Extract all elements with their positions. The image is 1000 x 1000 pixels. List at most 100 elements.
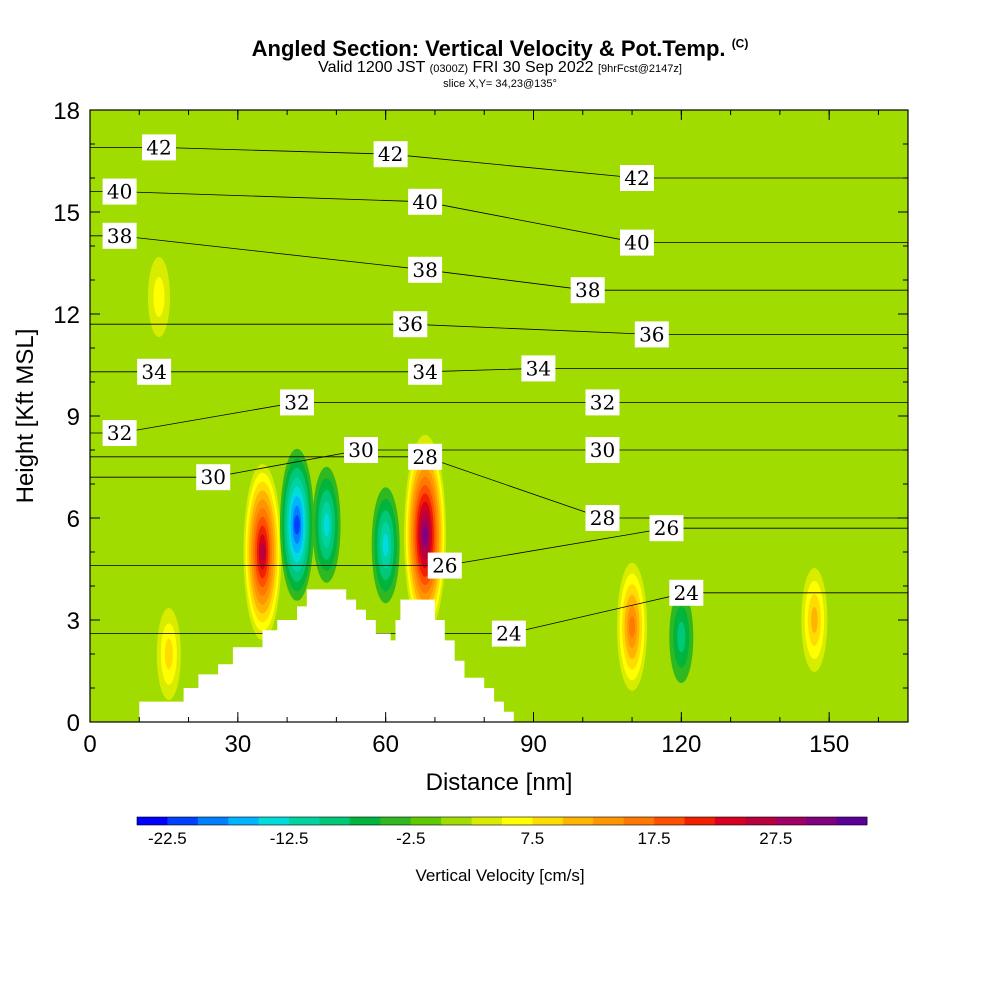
colorbar-swatch xyxy=(745,817,777,825)
x-tick-label: 0 xyxy=(83,731,96,758)
title-main: Angled Section: Vertical Velocity & Pot.… xyxy=(251,36,726,61)
contour-label-text: 36 xyxy=(639,322,664,346)
contour-label-text: 42 xyxy=(624,166,649,190)
y-tick-label: 0 xyxy=(67,710,80,737)
contour-label: 28 xyxy=(585,505,620,531)
x-tick-label: 150 xyxy=(809,731,849,758)
contour-label-text: 30 xyxy=(590,438,615,462)
colorbar-swatch xyxy=(349,817,381,825)
contour-label-text: 30 xyxy=(348,438,373,462)
y-tick-label: 12 xyxy=(53,302,80,329)
contour-label: 36 xyxy=(634,321,669,348)
colorbar-swatch xyxy=(258,817,290,825)
contour-label-text: 30 xyxy=(200,465,225,489)
colorbar-tick-label: 7.5 xyxy=(521,829,545,848)
contour-label: 42 xyxy=(142,134,176,161)
label-box xyxy=(102,420,137,446)
velocity-band xyxy=(811,607,818,633)
contour-label-text: 38 xyxy=(412,258,437,282)
contour-label-text: 42 xyxy=(146,135,171,159)
colorbar-swatch xyxy=(532,817,564,825)
colorbar-swatch xyxy=(441,817,472,825)
valid-date: FRI 30 Sep 2022 xyxy=(472,59,594,76)
label-box xyxy=(620,165,654,191)
colorbar-swatch xyxy=(380,817,412,825)
velocity-cell xyxy=(617,562,648,691)
label-box xyxy=(570,277,605,304)
label-box xyxy=(408,443,443,470)
colorbar-swatch xyxy=(471,817,503,825)
velocity-band xyxy=(677,621,686,653)
contour-label-text: 42 xyxy=(378,142,403,166)
contour-label-text: 34 xyxy=(412,360,437,384)
velocity-cell xyxy=(669,591,694,683)
colorbar: -22.5 -12.5 -2.5 7.5 17.5 27.5 Vertical Veloci… xyxy=(136,816,868,885)
contour-line xyxy=(90,527,908,566)
contour-label: 24 xyxy=(669,579,704,606)
contour-label: 38 xyxy=(570,277,605,304)
label-box xyxy=(521,355,556,382)
label-box xyxy=(137,358,172,385)
velocity-band xyxy=(153,277,165,317)
label-box xyxy=(585,505,620,531)
x-axis-title: Distance [nm] xyxy=(426,769,573,796)
colorbar-swatch xyxy=(289,817,320,825)
chart-title: Angled Section: Vertical Velocity & Pot.… xyxy=(0,36,1000,62)
y-axis-title: Height [Kft MSL] xyxy=(12,329,39,504)
velocity-cell xyxy=(147,257,170,337)
contour-label-text: 38 xyxy=(575,278,600,302)
contour-label: 30 xyxy=(196,464,231,491)
colorbar-swatch xyxy=(623,817,655,825)
label-box xyxy=(669,579,704,606)
contour-label-text: 24 xyxy=(496,622,521,646)
label-box xyxy=(393,311,428,338)
contour-label-text: 26 xyxy=(432,554,457,578)
velocity-band xyxy=(164,638,173,670)
colorbar-swatch xyxy=(806,817,837,825)
colorbar-swatch xyxy=(502,817,533,825)
velocity-band xyxy=(293,515,300,535)
contour-label-text: 26 xyxy=(654,516,679,540)
y-tick-label: 15 xyxy=(53,200,80,227)
chart-subtitle: Valid 1200 JST (0300Z) FRI 30 Sep 2022 [… xyxy=(0,60,1000,77)
x-tick-label: 60 xyxy=(372,731,399,758)
label-box xyxy=(102,222,137,249)
contour-label: 38 xyxy=(408,256,443,283)
contour-label: 30 xyxy=(344,437,378,463)
colorbar-tick-label: 17.5 xyxy=(638,829,671,848)
contour-label: 36 xyxy=(393,311,428,338)
colorbar-swatch xyxy=(228,817,260,825)
contour-label: 34 xyxy=(137,358,172,385)
contour-label-text: 34 xyxy=(526,356,551,380)
velocity-cell xyxy=(243,464,282,640)
velocity-band xyxy=(422,526,429,544)
contour-label-text: 40 xyxy=(107,180,132,204)
x-tick-label: 30 xyxy=(224,731,251,758)
velocity-band xyxy=(629,616,636,638)
contour-label-text: 32 xyxy=(590,390,615,414)
contour-label: 34 xyxy=(521,355,556,382)
colorbar-swatch xyxy=(319,817,351,825)
y-tick-label: 3 xyxy=(67,608,80,635)
contour-label: 28 xyxy=(408,443,443,470)
label-box xyxy=(585,389,620,416)
y-tick-label: 18 xyxy=(53,98,80,125)
velocity-band xyxy=(382,533,389,557)
label-box xyxy=(634,321,669,348)
contour-label: 24 xyxy=(491,620,526,647)
contour-label: 40 xyxy=(620,229,654,256)
colorbar-frame xyxy=(136,816,868,826)
contour-label: 32 xyxy=(280,389,314,416)
valid-prefix: Valid 1200 JST xyxy=(318,59,426,76)
label-box xyxy=(373,141,408,168)
contour-label: 42 xyxy=(620,165,654,191)
contour-label: 30 xyxy=(585,437,620,463)
label-box xyxy=(408,256,443,283)
terrain xyxy=(90,589,908,722)
velocity-cell xyxy=(312,466,341,583)
field-background xyxy=(90,110,908,722)
contour-label: 32 xyxy=(585,389,620,416)
x-tick-label: 90 xyxy=(520,731,547,758)
contour-label-text: 28 xyxy=(590,506,615,530)
label-box xyxy=(196,464,231,491)
